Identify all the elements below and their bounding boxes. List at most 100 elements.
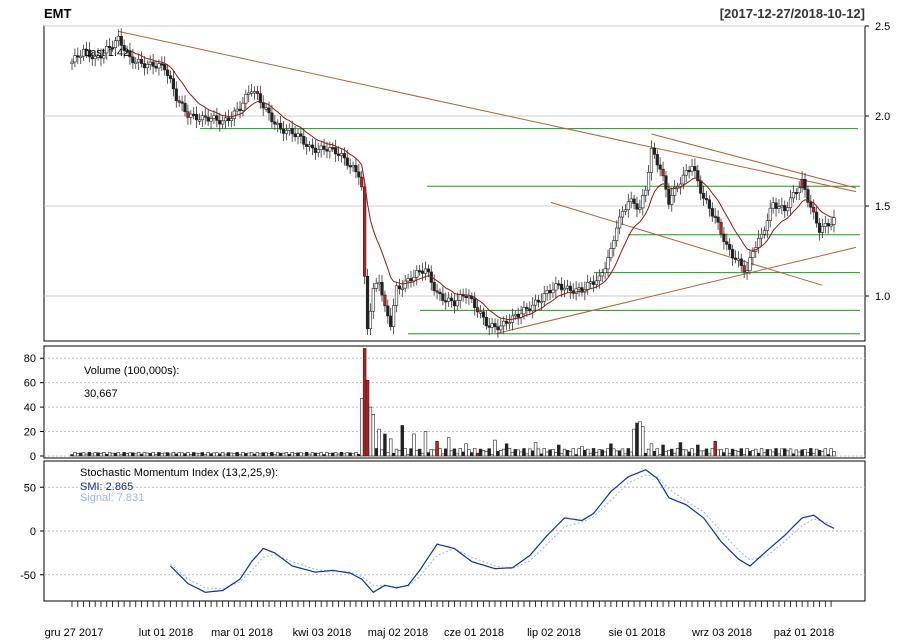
volume-bar bbox=[84, 453, 89, 457]
volume-bar bbox=[588, 452, 593, 457]
candle-body bbox=[699, 180, 703, 194]
candle-body bbox=[751, 251, 755, 259]
volume-bar bbox=[102, 452, 106, 457]
candle-body bbox=[759, 234, 764, 239]
candle-body bbox=[76, 55, 80, 58]
volume-bar bbox=[817, 450, 822, 457]
candle-body bbox=[739, 258, 743, 266]
candle-body bbox=[171, 78, 176, 90]
candle-body bbox=[829, 224, 833, 227]
volume-bar bbox=[577, 448, 581, 457]
volume-bar bbox=[383, 433, 387, 457]
candle-body bbox=[386, 305, 390, 317]
candle-body bbox=[733, 257, 738, 260]
volume-bar bbox=[96, 452, 100, 457]
volume-bar bbox=[794, 449, 799, 457]
volume-bar bbox=[733, 450, 738, 457]
volume-bar bbox=[812, 452, 816, 457]
volume-bar bbox=[281, 452, 286, 457]
candle-body bbox=[542, 293, 546, 302]
volume-bar bbox=[693, 453, 697, 457]
candle-body bbox=[791, 191, 796, 199]
candle-body bbox=[704, 198, 709, 201]
candle-body bbox=[762, 230, 767, 235]
candle-body bbox=[255, 91, 260, 94]
candle-body bbox=[313, 147, 317, 153]
volume-bar bbox=[473, 448, 477, 457]
volume-bar bbox=[116, 452, 121, 457]
smi-tick-label: 50 bbox=[24, 482, 36, 494]
candle-body bbox=[235, 108, 239, 112]
volume-bar bbox=[412, 433, 416, 457]
candle-body bbox=[168, 75, 173, 79]
volume-bar bbox=[194, 452, 199, 457]
volume-bar bbox=[612, 448, 616, 457]
volume-bar bbox=[296, 452, 300, 457]
candle-body bbox=[212, 115, 216, 119]
candle-body bbox=[467, 296, 471, 299]
volume-bar bbox=[78, 452, 83, 457]
candle-body bbox=[560, 283, 564, 291]
volume-bar bbox=[348, 452, 352, 457]
candle-body bbox=[478, 311, 483, 314]
volume-bar bbox=[429, 449, 433, 457]
candle-body bbox=[351, 165, 355, 168]
volume-bar bbox=[336, 453, 341, 457]
volume-bar bbox=[507, 448, 512, 457]
volume-bar bbox=[183, 453, 187, 457]
volume-bar bbox=[255, 452, 260, 457]
x-axis-date-label: cze 01 2018 bbox=[444, 627, 504, 639]
volume-bar bbox=[690, 448, 694, 457]
volume-bar bbox=[493, 439, 497, 457]
candle-body bbox=[223, 117, 228, 122]
candle-body bbox=[438, 291, 442, 295]
candle-body bbox=[148, 61, 152, 65]
volume-bar bbox=[672, 452, 677, 457]
candle-body bbox=[473, 298, 477, 308]
volume-bar bbox=[446, 437, 451, 457]
volume-bar bbox=[519, 451, 523, 457]
price-panel bbox=[43, 25, 866, 342]
volume-bar bbox=[539, 453, 544, 457]
x-axis-date-label: lut 01 2018 bbox=[139, 627, 193, 639]
candle-body bbox=[368, 310, 373, 330]
candle-body bbox=[800, 178, 804, 189]
volume-bar bbox=[157, 452, 161, 457]
candle-body bbox=[507, 322, 512, 325]
volume-bar bbox=[678, 442, 683, 457]
candle-body bbox=[409, 278, 413, 282]
candle-body bbox=[586, 281, 590, 290]
volume-bar bbox=[163, 452, 167, 457]
candle-body bbox=[649, 147, 654, 173]
candle-body bbox=[226, 117, 231, 122]
candle-body bbox=[252, 91, 257, 94]
candle-body bbox=[788, 197, 793, 208]
candle-body bbox=[803, 178, 807, 190]
candle-body bbox=[142, 63, 147, 69]
signal-value-label: Signal: 7.831 bbox=[80, 492, 144, 504]
volume-bar bbox=[148, 453, 152, 457]
volume-bar bbox=[360, 398, 364, 457]
candle-body bbox=[270, 112, 274, 123]
volume-bar bbox=[643, 452, 648, 457]
volume-bar bbox=[832, 451, 836, 457]
candle-body bbox=[635, 203, 639, 210]
volume-bar bbox=[652, 451, 657, 457]
x-axis-date-label: lip 02 2018 bbox=[527, 627, 581, 639]
candle-body bbox=[206, 116, 210, 122]
volume-bar bbox=[499, 450, 503, 457]
volume-bar bbox=[565, 450, 570, 457]
candle-body bbox=[673, 186, 677, 196]
volume-bar bbox=[226, 452, 231, 457]
volume-bar bbox=[423, 431, 428, 457]
volume-bar bbox=[699, 450, 703, 457]
candle-body bbox=[244, 94, 248, 104]
volume-bar bbox=[626, 448, 630, 457]
candle-body bbox=[505, 320, 509, 324]
candle-body bbox=[551, 289, 555, 294]
candle-body bbox=[696, 170, 700, 182]
candle-body bbox=[626, 201, 630, 211]
candle-body bbox=[186, 111, 190, 118]
candle-body bbox=[426, 268, 430, 273]
volume-tick-label: 40 bbox=[24, 402, 36, 414]
